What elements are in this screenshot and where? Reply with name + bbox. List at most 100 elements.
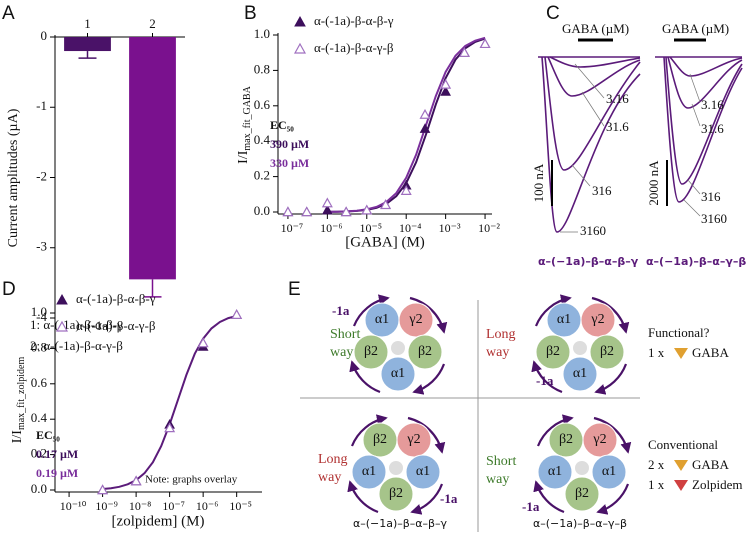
x-axis-label: [zolpidem] (M) (112, 513, 205, 529)
x-tick-label: 10⁻² (478, 221, 500, 235)
pore (575, 461, 589, 475)
pore (573, 341, 587, 355)
legend-marker (56, 293, 68, 305)
ec50-value: 330 µM (270, 156, 309, 170)
route-label: way (486, 472, 509, 487)
panel-c: C GABA (µM) GABA (µM) 3.16 31.6 316 3160… (531, 3, 746, 268)
stimulus-label: GABA (µM) (562, 21, 629, 36)
linker-arrow (593, 416, 632, 454)
panel-e: E Functional? 1 x GABA Conventional 2 x … (288, 279, 743, 532)
linker-arrow (531, 360, 563, 394)
x-tick-label: 10⁻³ (439, 221, 461, 235)
linker-label: -1a (332, 303, 350, 318)
data-point (282, 206, 294, 217)
pentamer: β2 γ2 α1 α1 β2 Long way -1a (318, 414, 458, 515)
y-tick-label: 0.4 (31, 410, 48, 425)
subunit-label: α1 (362, 464, 376, 479)
legend-marker (293, 42, 307, 54)
x-tick-label: 10⁻⁸ (129, 499, 152, 513)
subunit (380, 356, 416, 392)
data-point (419, 108, 431, 119)
y-axis-label-main: I/I (236, 150, 251, 164)
note: Note: graphs overlay (145, 474, 238, 486)
subunit-label: α1 (416, 464, 430, 479)
caption: α–(−1a)–β–α–γ–β (533, 517, 627, 530)
pentamer: α1 γ2 β2 β2 α1 Long way -1a (486, 294, 630, 395)
y-tick-label: -2 (36, 168, 47, 183)
legend-count: 2 x (648, 457, 665, 472)
concentration-label: 3.16 (606, 91, 629, 106)
subunit (591, 454, 627, 490)
legend-note: 1: α-(-1a)-β-α-β-γ (30, 317, 123, 332)
concentration-label: 316 (592, 183, 612, 198)
y-axis-label-main: I/I (10, 430, 25, 444)
ec50-label: EC₅₀ (270, 118, 294, 132)
legend-count: 1 x (648, 345, 665, 360)
fit-curve (327, 36, 486, 213)
route-label: way (486, 345, 509, 360)
data-point (197, 337, 209, 348)
y-tick-label: 0.6 (31, 375, 48, 390)
subunit-label: β2 (364, 344, 378, 359)
y-tick-label: -1 (36, 98, 47, 113)
y-tick-label: 0.8 (31, 339, 47, 354)
leader (689, 73, 701, 103)
construct-label: α–(−1a)–β–α–β–γ (538, 255, 639, 268)
subunit-label: α1 (573, 366, 587, 381)
y-tick-label: 0.2 (31, 446, 47, 461)
data-point (321, 197, 333, 208)
linker-arrow (410, 483, 444, 515)
linker-arrow (533, 480, 565, 514)
legend-label: Zolpidem (692, 477, 743, 492)
category-label: 1 (84, 16, 91, 31)
legend-label: α-(-1a)-β-α-γ-β (314, 40, 394, 55)
y-axis-label: I/Imax_fit_zolpidem (10, 357, 27, 444)
subunit-label: β2 (373, 432, 387, 447)
pore (389, 461, 403, 475)
subunit-label: γ2 (590, 312, 604, 327)
ec50-value: 0.17 µM (36, 447, 78, 461)
subunit-label: β2 (600, 344, 614, 359)
x-tick-label: 10⁻⁶ (196, 499, 219, 513)
subunit (405, 454, 441, 490)
y-tick-label: -4 (36, 309, 47, 324)
panel-letter: A (2, 3, 15, 24)
route-label: way (330, 345, 353, 360)
legend-label: GABA (692, 345, 729, 360)
concentration-label: 31.6 (701, 121, 724, 136)
y-tick-label: 0.2 (254, 168, 270, 183)
subunit-label: γ2 (592, 432, 606, 447)
ec50-value: 0.19 µM (36, 466, 78, 480)
data-point (97, 484, 109, 495)
x-tick-label: 10⁻¹⁰ (60, 499, 87, 513)
legend-heading: Functional? (648, 325, 710, 340)
gaba-site-icon (674, 460, 688, 471)
y-tick-label: 0.8 (254, 61, 270, 76)
leader (571, 164, 591, 187)
pentamer: α1 γ2 β2 β2 α1 Short way -1a (330, 294, 448, 395)
ec50-label: EC₅₀ (36, 428, 60, 442)
chart-panel: D 0.0 0.2 0.4 0.6 0.8 1.0 I/Imax_fit_zolpidem 10… (2, 279, 262, 529)
linker-label: -1a (536, 373, 554, 388)
ec50-value: 390 µM (270, 137, 309, 151)
data-point (130, 475, 142, 486)
legend-label: GABA (692, 457, 729, 472)
x-tick-label: 10⁻⁹ (95, 499, 118, 513)
subunit (564, 476, 600, 512)
scale-label: 2000 nA (646, 160, 661, 206)
bar (129, 37, 176, 280)
trace (665, 56, 743, 185)
y-tick-label: 1.0 (31, 304, 47, 319)
y-axis-label: I/Imax_fit_GABA (236, 85, 253, 163)
subunit-label: α1 (557, 312, 571, 327)
linker-arrow (591, 296, 630, 334)
route-label: Long (318, 452, 348, 467)
legend-heading: Conventional (648, 437, 718, 452)
subunit (407, 334, 443, 370)
legend-marker (55, 320, 69, 332)
leader (683, 199, 701, 217)
trace (547, 56, 641, 97)
bar (64, 37, 111, 52)
subunit-label: γ2 (408, 312, 422, 327)
